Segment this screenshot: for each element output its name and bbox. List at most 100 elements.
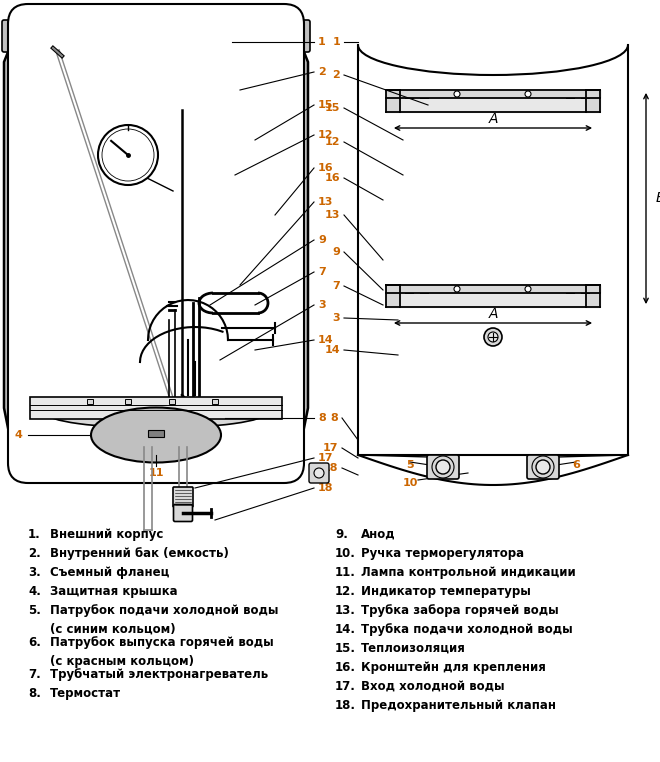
Text: 1: 1: [318, 37, 326, 47]
Text: 8.: 8.: [28, 687, 41, 700]
Text: 7: 7: [318, 267, 326, 277]
Text: Внутренний бак (емкость): Внутренний бак (емкость): [50, 547, 229, 560]
Bar: [30, 397, 282, 419]
Text: 6.: 6.: [28, 636, 41, 649]
Text: 10: 10: [403, 478, 418, 488]
Text: 16.: 16.: [335, 661, 356, 674]
Text: 8: 8: [318, 413, 326, 423]
Text: 17: 17: [318, 453, 333, 463]
Text: Трубка подачи холодной воды: Трубка подачи холодной воды: [361, 623, 573, 636]
FancyBboxPatch shape: [173, 487, 193, 507]
Text: B: B: [656, 191, 660, 205]
Ellipse shape: [46, 398, 266, 428]
Circle shape: [454, 91, 460, 97]
Circle shape: [488, 332, 498, 342]
Text: A: A: [488, 112, 498, 126]
Text: 14: 14: [324, 345, 340, 355]
Text: 13: 13: [318, 197, 333, 207]
Text: Анод: Анод: [361, 528, 395, 541]
Text: 12.: 12.: [335, 585, 356, 598]
Circle shape: [484, 328, 502, 346]
Text: 1: 1: [332, 37, 340, 47]
Text: 3.: 3.: [28, 566, 41, 579]
Text: 5: 5: [406, 460, 414, 470]
Text: 3: 3: [318, 300, 325, 310]
Bar: [358, 45, 628, 455]
Text: Теплоизоляция: Теплоизоляция: [361, 642, 466, 655]
Text: Трубчатый электронагреватель: Трубчатый электронагреватель: [50, 668, 268, 681]
Text: Вход холодной воды: Вход холодной воды: [361, 680, 505, 693]
Circle shape: [314, 468, 324, 478]
Text: 14.: 14.: [335, 623, 356, 636]
Bar: [212, 399, 218, 404]
FancyBboxPatch shape: [527, 455, 559, 479]
Text: 18.: 18.: [335, 699, 356, 712]
Bar: [148, 430, 164, 437]
FancyBboxPatch shape: [309, 463, 329, 483]
FancyBboxPatch shape: [290, 20, 310, 52]
Text: 2: 2: [332, 70, 340, 80]
Text: 1.: 1.: [28, 528, 41, 541]
Text: 16: 16: [318, 163, 333, 173]
Text: 15.: 15.: [335, 642, 356, 655]
Text: 18: 18: [323, 463, 338, 473]
Text: Термостат: Термостат: [50, 687, 121, 700]
Circle shape: [454, 286, 460, 292]
Text: Лампа контрольной индикации: Лампа контрольной индикации: [361, 566, 576, 579]
Text: 9: 9: [318, 235, 326, 245]
FancyBboxPatch shape: [427, 455, 459, 479]
Text: 18: 18: [318, 483, 333, 493]
Text: 14: 14: [318, 335, 333, 345]
Text: 13.: 13.: [335, 604, 356, 617]
Text: 15: 15: [325, 103, 340, 113]
Circle shape: [98, 125, 158, 185]
Text: Патрубок выпуска горячей воды: Патрубок выпуска горячей воды: [50, 636, 274, 649]
Text: 11.: 11.: [335, 566, 356, 579]
Text: 2.: 2.: [28, 547, 41, 560]
Text: Защитная крышка: Защитная крышка: [50, 585, 178, 598]
Bar: [87, 399, 93, 404]
Circle shape: [525, 91, 531, 97]
Circle shape: [102, 129, 154, 181]
FancyBboxPatch shape: [174, 504, 193, 521]
Circle shape: [525, 286, 531, 292]
Ellipse shape: [91, 408, 221, 463]
Text: 9.: 9.: [335, 528, 348, 541]
Text: 9: 9: [332, 247, 340, 257]
Text: 7.: 7.: [28, 668, 41, 681]
Text: 11: 11: [148, 468, 164, 478]
Text: Кронштейн для крепления: Кронштейн для крепления: [361, 661, 546, 674]
Circle shape: [536, 460, 550, 474]
FancyBboxPatch shape: [2, 20, 22, 52]
Text: 4: 4: [14, 430, 22, 440]
Text: 17.: 17.: [335, 680, 356, 693]
Text: 12: 12: [318, 130, 333, 140]
Text: 17: 17: [323, 443, 338, 453]
Text: 6: 6: [572, 460, 580, 470]
Text: Патрубок подачи холодной воды: Патрубок подачи холодной воды: [50, 604, 279, 617]
Text: Предохранительный клапан: Предохранительный клапан: [361, 699, 556, 712]
FancyBboxPatch shape: [8, 4, 304, 483]
Text: Индикатор температуры: Индикатор температуры: [361, 585, 531, 598]
Text: 5.: 5.: [28, 604, 41, 617]
Text: 10.: 10.: [335, 547, 356, 560]
Bar: [169, 399, 175, 404]
Circle shape: [436, 460, 450, 474]
Text: Ручка терморегулятора: Ручка терморегулятора: [361, 547, 524, 560]
Text: Трубка забора горячей воды: Трубка забора горячей воды: [361, 604, 559, 617]
Text: Съемный фланец: Съемный фланец: [50, 566, 170, 579]
Text: Внешний корпус: Внешний корпус: [50, 528, 164, 541]
Text: 2: 2: [318, 67, 326, 77]
Text: 3: 3: [333, 313, 340, 323]
Text: 13: 13: [325, 210, 340, 220]
Text: 15: 15: [318, 100, 333, 110]
Text: (с синим кольцом): (с синим кольцом): [50, 623, 176, 636]
Text: 8: 8: [330, 413, 338, 423]
Text: (с красным кольцом): (с красным кольцом): [50, 655, 194, 668]
Text: 7: 7: [332, 281, 340, 291]
Text: A: A: [488, 307, 498, 321]
Text: 4.: 4.: [28, 585, 41, 598]
Text: 16: 16: [324, 173, 340, 183]
Bar: [125, 399, 131, 404]
Text: 12: 12: [325, 137, 340, 147]
